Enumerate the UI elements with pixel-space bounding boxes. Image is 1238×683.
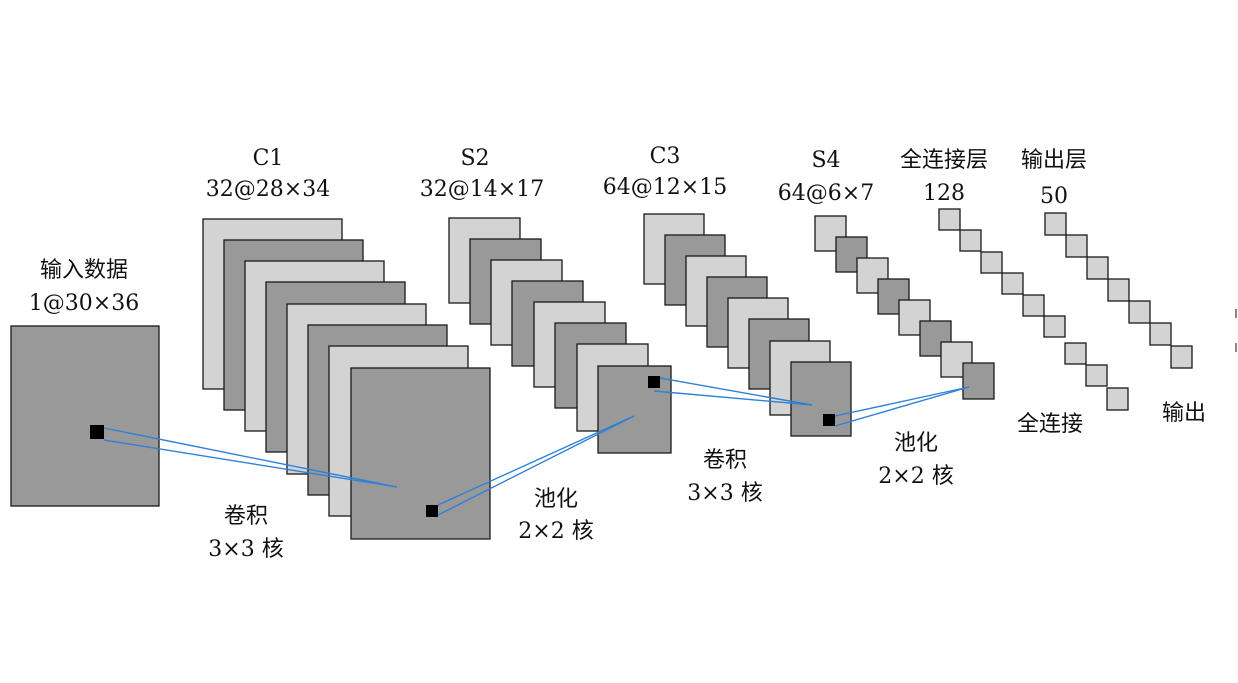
input-feature-map <box>10 325 160 507</box>
connection-lines <box>103 377 970 516</box>
fc-neuron <box>1043 315 1066 338</box>
c1-feature-map-stack <box>202 218 491 540</box>
output-neuron <box>1149 322 1172 346</box>
s2-to-c3-connector <box>659 377 813 406</box>
output-neuron <box>1086 256 1109 280</box>
input-layer-size: 1@30×36 <box>29 291 139 316</box>
pool2-op-name: 池化 <box>894 431 938 456</box>
output-neuron <box>1170 345 1193 369</box>
c1-feature-map-front <box>350 367 491 540</box>
output-neuron <box>1128 300 1151 324</box>
s2-layer-size: 32@14×17 <box>420 177 544 202</box>
c3-to-s4-connector <box>834 386 970 427</box>
c1-kernel-window <box>426 505 438 517</box>
input-to-c1-connector <box>103 439 398 488</box>
s4-layer-size: 64@6×7 <box>778 181 874 206</box>
fc-neuron <box>980 251 1003 274</box>
output-layer-name: 输出层 <box>1021 148 1087 173</box>
c3-layer-size: 64@12×15 <box>603 175 727 200</box>
c1-to-s2-connector <box>437 415 635 506</box>
s4-feature-map-front <box>962 362 995 400</box>
input-to-c1-connector <box>103 427 398 488</box>
pool1-op-kernel: 2×2 核 <box>518 519 593 544</box>
s2-layer-name: S2 <box>460 146 489 171</box>
c1-layer-size: 32@28×34 <box>206 177 330 202</box>
fc-neuron <box>1085 364 1108 387</box>
output-layer-neurons <box>1044 212 1193 369</box>
fc-neuron <box>1001 272 1024 295</box>
s2-to-c3-connector <box>653 390 813 406</box>
output-op-name: 输出 <box>1162 401 1206 426</box>
fc-layer-name: 全连接层 <box>900 148 988 173</box>
pool1-op-name: 池化 <box>534 487 578 512</box>
fc-neuron <box>938 208 961 231</box>
output-neuron <box>1044 212 1067 236</box>
conv1-op-kernel: 3×3 核 <box>208 537 283 562</box>
c3-feature-map-front <box>790 361 852 437</box>
output-neuron <box>1065 234 1088 258</box>
c3-layer-name: C3 <box>650 144 681 169</box>
edge-mark <box>1235 309 1237 318</box>
c3-to-s4-connector <box>834 386 970 417</box>
s4-layer-name: S4 <box>811 148 840 173</box>
c3-kernel-window <box>823 414 835 426</box>
pool2-op-kernel: 2×2 核 <box>878 464 953 489</box>
fc-neuron <box>959 229 982 252</box>
s4-feature-map <box>856 257 889 294</box>
s2-feature-map-stack <box>448 217 672 454</box>
s4-feature-map-stack <box>814 215 995 400</box>
s2-kernel-window <box>648 376 660 388</box>
c1-to-s2-connector <box>437 415 635 516</box>
fc-layer-neurons <box>938 208 1129 411</box>
fully-connected-op-name: 全连接 <box>1017 412 1083 437</box>
input-layer-name: 输入数据 <box>40 258 128 283</box>
fc-neuron <box>1022 294 1045 317</box>
conv2-op-name: 卷积 <box>703 448 747 473</box>
input-kernel-window <box>90 425 104 439</box>
edge-mark <box>1235 343 1237 352</box>
fc-neuron <box>1064 342 1087 365</box>
conv1-op-name: 卷积 <box>224 504 268 529</box>
fc-neuron <box>1106 387 1129 411</box>
output-neuron <box>1107 278 1130 302</box>
conv2-op-kernel: 3×3 核 <box>687 481 762 506</box>
s2-feature-map-front <box>597 365 672 454</box>
output-layer-size: 50 <box>1040 184 1068 209</box>
fc-layer-size: 128 <box>923 181 965 206</box>
s4-feature-map <box>877 278 910 315</box>
c1-layer-name: C1 <box>253 146 284 171</box>
